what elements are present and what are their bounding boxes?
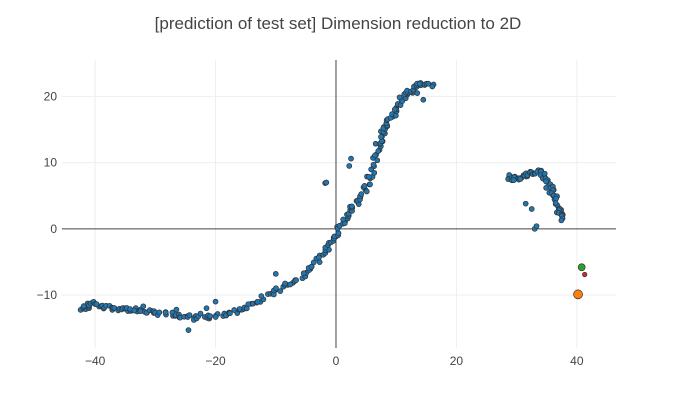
data-point [372, 152, 378, 159]
data-point [272, 271, 279, 277]
data-point [258, 293, 265, 299]
data-point [517, 176, 524, 182]
y-tick-label: 10 [44, 156, 58, 170]
grid-lines [62, 60, 616, 348]
data-point [131, 307, 138, 314]
data-point [273, 285, 279, 292]
data-point [552, 200, 559, 206]
data-point [231, 307, 238, 313]
data-point [577, 263, 586, 272]
data-point [420, 96, 427, 103]
data-point [93, 301, 100, 307]
data-point [533, 223, 540, 230]
data-point [300, 270, 307, 277]
data-point [156, 309, 163, 316]
data-point [236, 306, 243, 312]
data-point [310, 259, 317, 266]
data-point [245, 301, 252, 308]
data-point [346, 163, 353, 169]
x-tick-label: −20 [205, 354, 226, 368]
data-point [282, 280, 288, 287]
x-tick-label: 40 [570, 354, 584, 368]
data-point [212, 314, 219, 320]
data-point [335, 230, 342, 237]
data-point [308, 263, 315, 270]
y-tick-label: 20 [44, 89, 58, 103]
data-point [541, 170, 548, 177]
data-point [361, 183, 368, 189]
data-point [173, 306, 180, 313]
data-point [316, 254, 322, 261]
data-point [140, 303, 147, 310]
data-point [212, 298, 219, 305]
x-axis-ticks: −40 −20 0 20 40 [85, 354, 584, 368]
data-point [374, 157, 381, 164]
data-point [254, 298, 261, 305]
data-point [375, 148, 382, 155]
data-point [349, 203, 355, 210]
data-point [391, 106, 398, 113]
data-point [543, 178, 549, 185]
data-point [528, 206, 535, 212]
data-point [582, 271, 588, 278]
data-point [358, 191, 365, 197]
x-tick-label: 0 [333, 354, 340, 368]
data-point [227, 310, 233, 317]
data-point [323, 179, 330, 186]
y-tick-label: 0 [50, 222, 57, 236]
data-point [522, 200, 529, 207]
y-axis-ticks: −10 0 10 20 [37, 89, 58, 302]
data-point [429, 83, 436, 90]
data-point [348, 155, 354, 162]
x-tick-label: −40 [85, 354, 106, 368]
data-point [370, 161, 377, 168]
data-point [203, 305, 210, 312]
data-point [416, 80, 423, 87]
data-point [162, 309, 169, 316]
data-point [366, 173, 372, 180]
data-point [185, 327, 192, 333]
data-point [186, 312, 193, 318]
data-point [367, 181, 373, 188]
data-point [277, 288, 284, 294]
data-point [340, 216, 347, 223]
data-point [573, 289, 583, 300]
y-tick-label: −10 [37, 288, 58, 302]
data-point [287, 281, 294, 288]
data-points [77, 80, 588, 333]
data-point [293, 277, 299, 284]
x-tick-label: 20 [450, 354, 464, 368]
chart-title: [prediction of test set] Dimension reduc… [155, 14, 522, 33]
data-point [363, 188, 370, 195]
data-point [396, 94, 403, 101]
data-point [207, 313, 214, 319]
data-point [414, 90, 421, 96]
data-point [378, 133, 384, 140]
data-point [558, 217, 565, 224]
data-point [197, 310, 204, 317]
